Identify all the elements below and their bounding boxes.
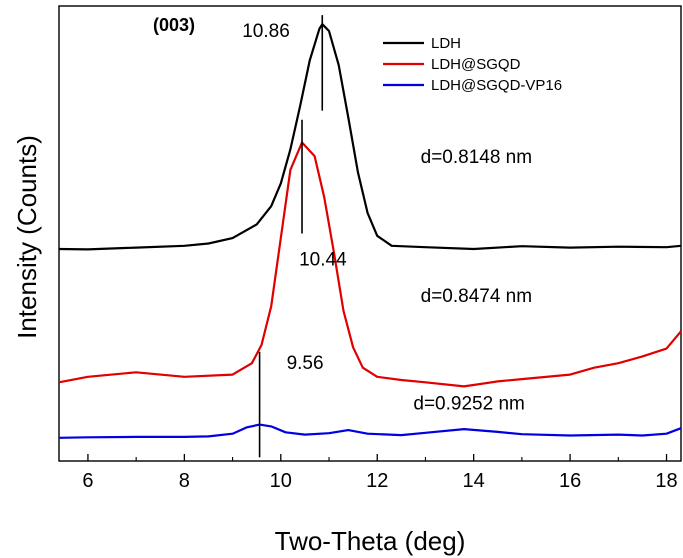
x-tick-label: 10: [270, 470, 292, 492]
series-line-2: [59, 143, 681, 387]
annotation-label: 10.44: [299, 249, 347, 270]
legend-label: LDH@SGQD: [431, 56, 521, 73]
legend-label: LDH: [431, 35, 461, 52]
series-line-1: [59, 24, 681, 249]
x-tick-label: 6: [82, 470, 93, 492]
reflection-label: (003): [153, 15, 195, 35]
legend-label: LDH@SGQD-VP16: [431, 77, 562, 94]
annotation-label: d=0.8148 nm: [421, 147, 532, 168]
plot-frame: [59, 6, 681, 461]
x-tick-label: 8: [179, 470, 190, 492]
plot-marks: 6 8 10 12 14 16 18 (003) 10.86 d=0.8148 nm 10.44 d=…: [59, 6, 681, 492]
x-axis-title: Two-Theta (deg): [275, 526, 466, 556]
annotation-label: d=0.9252 nm: [413, 394, 524, 415]
annotation-label: 10.86: [242, 21, 290, 42]
y-axis-title: Intensity (Counts): [12, 135, 42, 339]
annotation-label: d=0.8474 nm: [421, 286, 532, 307]
annotation-label: 9.56: [287, 353, 324, 374]
series-line-3: [59, 425, 681, 438]
x-tick-label: 12: [366, 470, 388, 492]
x-tick-label: 16: [559, 470, 581, 492]
x-tick-label: 18: [655, 470, 677, 492]
x-tick-label: 14: [463, 470, 485, 492]
